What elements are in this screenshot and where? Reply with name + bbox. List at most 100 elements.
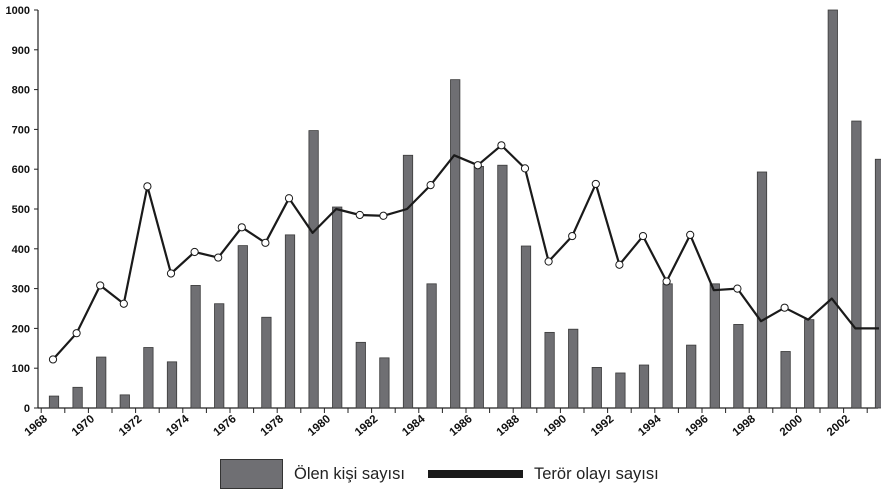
line-point: [237, 223, 246, 232]
x-tick-label: 1982: [353, 413, 380, 439]
line-point: [568, 231, 577, 241]
bar: [355, 341, 366, 409]
bar: [119, 394, 130, 409]
x-tick-label: 1992: [589, 413, 616, 439]
bar: [72, 386, 83, 409]
line-point: [355, 210, 364, 220]
x-tick-label: 1998: [731, 413, 759, 439]
bar: [756, 171, 768, 409]
bar: [662, 283, 673, 409]
line-point: [284, 194, 294, 203]
bar: [874, 158, 881, 409]
bar: [568, 328, 579, 409]
bar: [615, 372, 626, 409]
line-point: [473, 161, 482, 170]
bar: [520, 245, 532, 409]
y-tick-label: 500: [12, 204, 30, 216]
x-tick-label: 1972: [117, 413, 144, 439]
y-tick-label: 900: [12, 45, 30, 57]
y-tick-label: 1000: [6, 5, 30, 17]
line-point: [544, 257, 553, 266]
x-tick-label: 1990: [542, 413, 569, 439]
bar: [308, 130, 319, 409]
bar: [190, 285, 201, 409]
bar: [544, 331, 555, 409]
y-tick-label: 200: [12, 323, 30, 335]
line-point: [520, 164, 530, 173]
x-tick-label: 1980: [306, 413, 333, 439]
bar: [96, 356, 107, 409]
bar: [827, 9, 838, 409]
bar: [426, 283, 437, 409]
bar: [284, 234, 296, 409]
y-tick-label: 0: [24, 403, 30, 415]
bar: [473, 166, 484, 409]
x-tick-label: 1986: [447, 413, 474, 439]
y-axis: 0 100 200 300 400 500 600 700 800 900 1000: [6, 5, 39, 415]
line-point: [426, 181, 435, 190]
line-point: [190, 247, 199, 257]
bar: [804, 319, 815, 409]
line-series: [48, 141, 879, 364]
x-tick-label: 1974: [164, 413, 192, 439]
bar: [166, 361, 178, 409]
y-tick-label: 600: [12, 164, 30, 176]
line-point: [497, 141, 506, 150]
x-tick-label: 2000: [778, 413, 805, 439]
bar: [851, 120, 862, 409]
x-tick-label: 1996: [683, 413, 710, 439]
x-tick-label: 1968: [23, 413, 51, 439]
bar: [686, 344, 697, 409]
x-tick-label: 1978: [259, 413, 287, 439]
bar: [143, 347, 154, 409]
series-line: [52, 144, 879, 361]
line-point: [261, 238, 270, 247]
y-tick-label: 100: [12, 363, 30, 375]
line-point: [96, 281, 105, 290]
line-point: [166, 269, 176, 278]
line-point: [638, 231, 648, 241]
bar: [450, 79, 461, 409]
bar: [402, 154, 414, 409]
line-point: [662, 277, 671, 286]
y-tick-label: 400: [12, 244, 30, 256]
x-tick-label: 1984: [400, 413, 428, 439]
legend-swatch-line: [428, 470, 523, 478]
bar: [709, 283, 720, 409]
bar: [780, 351, 791, 409]
legend: Ölen kişi sayısı Terör olayı sayısı: [0, 458, 881, 490]
bar: [638, 364, 650, 409]
bar: [591, 367, 602, 409]
y-tick-label: 300: [12, 284, 30, 296]
bar: [48, 395, 60, 409]
x-tick-label: 1988: [495, 413, 523, 439]
x-tick-label: 1994: [636, 413, 664, 439]
legend-label-attacks: Terör olayı sayısı: [534, 464, 659, 483]
bar: [237, 245, 248, 409]
x-axis: 1968 1970 1972 1974 1976 1978 1980 1982 1984 1986…: [23, 407, 878, 439]
bar: [733, 324, 744, 409]
y-tick-label: 800: [12, 85, 30, 97]
line-point: [72, 329, 81, 338]
bar: [261, 316, 272, 409]
legend-item-attacks: Terör olayı sayısı: [428, 458, 659, 490]
x-tick-label: 2002: [825, 413, 852, 439]
bar: [214, 303, 225, 409]
line-point: [143, 182, 152, 191]
legend-item-deaths: Ölen kişi sayısı: [220, 458, 405, 490]
line-point: [615, 260, 624, 269]
line-point: [733, 284, 742, 293]
legend-swatch-bar: [220, 459, 283, 489]
legend-label-deaths: Ölen kişi sayısı: [294, 464, 405, 483]
bar: [497, 164, 508, 409]
bar: [379, 357, 390, 409]
line-point: [214, 253, 223, 262]
line-point: [686, 230, 695, 239]
line-point: [591, 179, 600, 189]
x-tick-label: 1976: [211, 413, 238, 439]
line-point: [379, 211, 388, 220]
line-point: [119, 299, 128, 308]
y-tick-label: 700: [12, 124, 30, 136]
line-point: [48, 355, 58, 364]
